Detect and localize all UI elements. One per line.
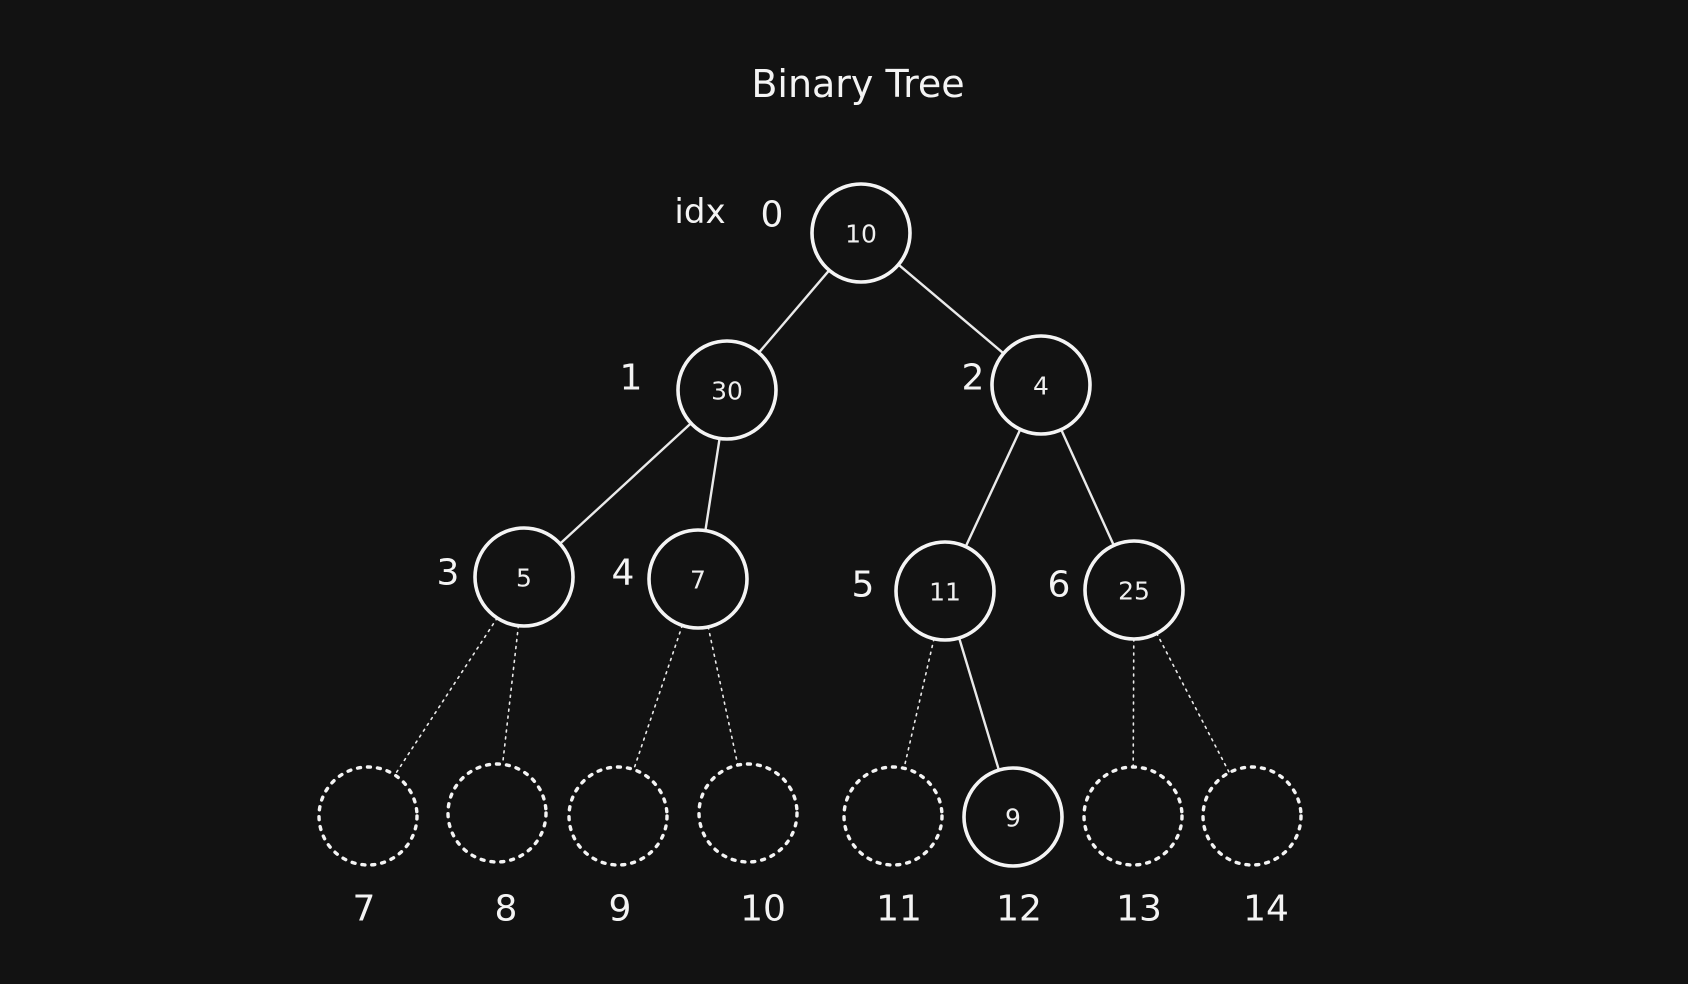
edge-6-14: [1155, 632, 1231, 774]
index-label-10: 10: [740, 889, 786, 930]
node-circle: [473, 526, 575, 628]
edge-3-8: [501, 624, 520, 766]
tree-node-2: 4: [990, 334, 1092, 436]
index-label-9: 9: [609, 889, 632, 930]
node-circle: [676, 339, 778, 441]
empty-node-circle: [317, 765, 419, 867]
index-label-12: 12: [996, 889, 1042, 930]
edge-6-13: [1132, 638, 1135, 768]
edge-1-3: [558, 422, 693, 545]
index-label-0: 0: [761, 195, 784, 236]
index-label-14: 14: [1243, 889, 1289, 930]
index-labels-layer: 01 23 4 5 67 8 9 10 11 12 13 14: [353, 195, 1289, 930]
node-value: 11: [929, 578, 961, 607]
node-value: 25: [1118, 577, 1150, 606]
edge-4-9: [632, 624, 684, 771]
node-circle: [810, 182, 912, 284]
diagram-title: Binary Tree: [751, 62, 964, 106]
empty-node-circle: [1201, 765, 1303, 867]
empty-node-circle: [446, 762, 548, 864]
edge-5-11: [903, 637, 935, 770]
tree-node-9: [567, 765, 669, 867]
tree-node-8: [446, 762, 548, 864]
index-label-13: 13: [1116, 889, 1162, 930]
empty-node-circle: [567, 765, 669, 867]
node-circle: [894, 540, 996, 642]
edge-4-10: [707, 626, 739, 766]
node-value: 4: [1033, 372, 1049, 401]
tree-node-3: 5: [473, 526, 575, 628]
edge-3-7: [393, 617, 499, 776]
edge-0-2: [897, 263, 1005, 355]
tree-node-1: 30: [676, 339, 778, 441]
index-label-8: 8: [495, 889, 518, 930]
edge-2-6: [1059, 428, 1116, 547]
edge-1-4: [704, 437, 721, 532]
index-label-3: 3: [437, 553, 460, 594]
node-circle: [647, 528, 749, 630]
edge-0-1: [757, 269, 831, 354]
tree-node-7: [317, 765, 419, 867]
index-prefix-label: idx: [674, 192, 725, 232]
node-value: 9: [1005, 804, 1021, 833]
tree-node-12: 9: [962, 766, 1064, 868]
index-label-2: 2: [962, 358, 985, 399]
node-value: 5: [516, 564, 532, 593]
edge-5-12: [957, 636, 1001, 772]
node-value: 10: [845, 220, 877, 249]
index-label-1: 1: [620, 358, 643, 399]
index-label-4: 4: [612, 553, 635, 594]
empty-node-circle: [697, 762, 799, 864]
tree-node-4: 7: [647, 528, 749, 630]
tree-node-14: [1201, 765, 1303, 867]
empty-node-circle: [842, 765, 944, 867]
index-label-7: 7: [353, 889, 376, 930]
tree-node-10: [697, 762, 799, 864]
node-circle: [990, 334, 1092, 436]
node-value: 7: [690, 566, 706, 595]
tree-node-13: [1082, 765, 1184, 867]
node-circle: [962, 766, 1064, 868]
tree-node-6: 25: [1083, 539, 1185, 641]
index-label-5: 5: [852, 565, 875, 606]
tree-node-5: 11: [894, 540, 996, 642]
node-value: 30: [711, 377, 743, 406]
edges-layer: [393, 263, 1231, 776]
empty-node-circle: [1082, 765, 1184, 867]
tree-node-0: 10: [810, 182, 912, 284]
edge-2-5: [964, 428, 1022, 548]
tree-node-11: [842, 765, 944, 867]
index-label-6: 6: [1048, 565, 1071, 606]
node-circle: [1083, 539, 1185, 641]
index-label-11: 11: [876, 889, 922, 930]
